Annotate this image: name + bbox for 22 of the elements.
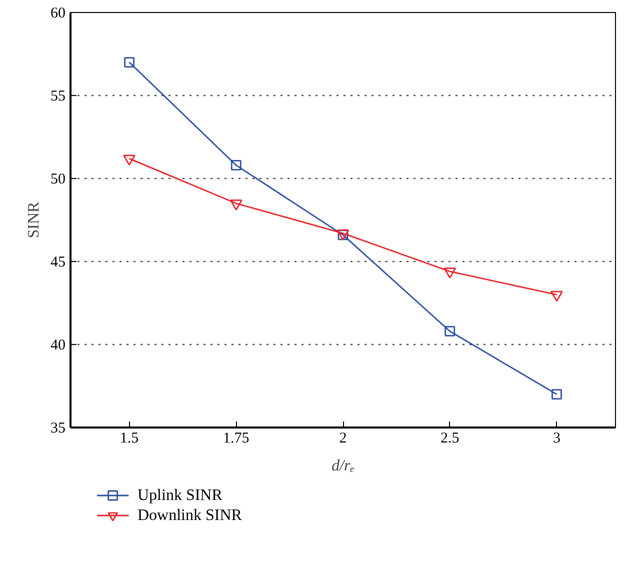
point	[230, 160, 242, 170]
x-tick-label: 3	[552, 430, 560, 446]
x-tick-label: 2.5	[440, 430, 460, 446]
point	[552, 389, 562, 400]
point	[444, 326, 456, 336]
x-tick-label: 1.75	[223, 430, 250, 446]
x-tick-label: 2	[339, 430, 347, 446]
y-tick-label: 55	[50, 88, 66, 104]
point	[123, 154, 136, 166]
point	[550, 290, 563, 302]
x-axis-title: d/rₑ	[332, 458, 354, 474]
legend-label: Uplink SINR	[138, 487, 223, 504]
point	[444, 268, 456, 279]
y-tick-label: 35	[50, 420, 66, 436]
y-tick-label: 45	[50, 254, 66, 270]
legend-label: Downlink SINR	[138, 507, 242, 524]
x-tick-label: 1.5	[120, 430, 139, 446]
y-tick-label: 50	[50, 172, 66, 188]
point	[230, 200, 242, 210]
y-tick-label: 60	[50, 6, 66, 22]
y-tick-label: 40	[50, 338, 66, 354]
y-axis-title: SINR	[26, 201, 42, 238]
